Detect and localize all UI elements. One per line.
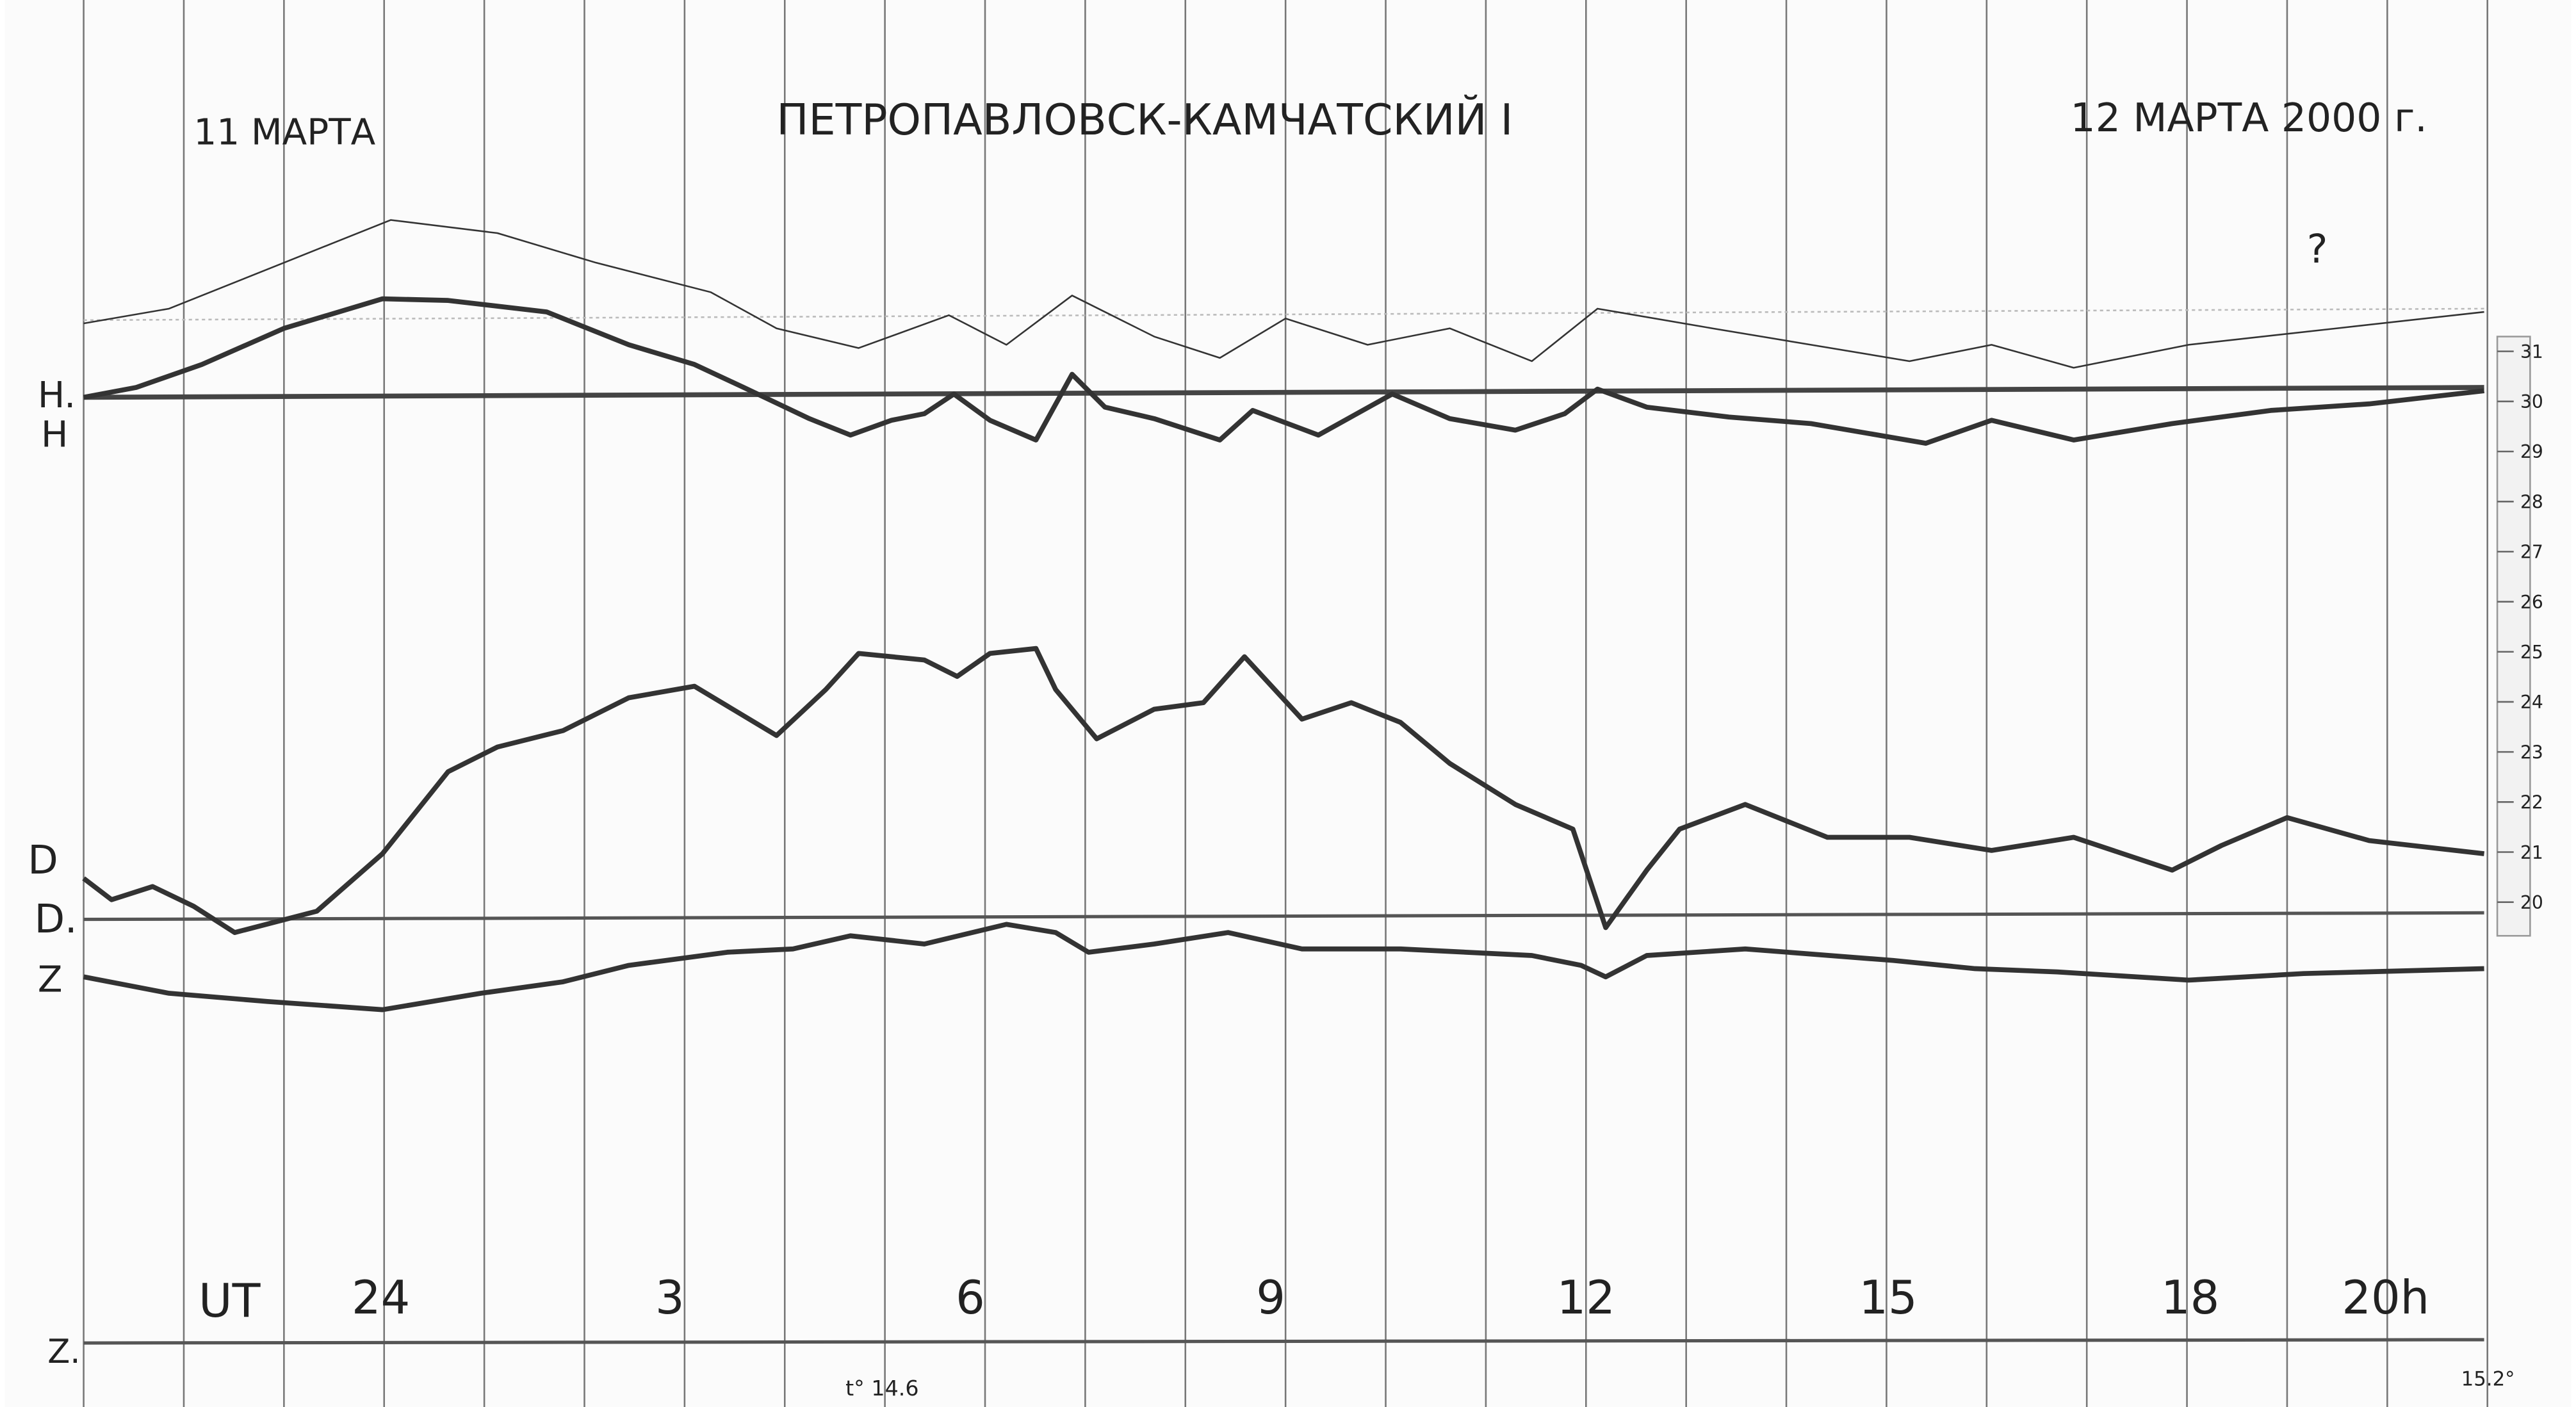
- scale-label: 25: [2520, 642, 2543, 663]
- scale-ruler: [2496, 336, 2531, 937]
- scale-label: 29: [2520, 441, 2543, 462]
- hour-labels: 24 3 6 9 12 15 18 20h: [352, 1271, 2429, 1324]
- hour-label: 9: [1256, 1271, 1285, 1324]
- hour-label: 12: [1557, 1271, 1615, 1324]
- hour-label: 6: [956, 1271, 985, 1324]
- hour-label: 15: [1859, 1271, 1917, 1324]
- h-baseline: [83, 385, 2484, 400]
- hour-label: 3: [655, 1271, 685, 1324]
- scale-label: 22: [2520, 792, 2543, 813]
- hour-label: 20h: [2342, 1271, 2429, 1324]
- d-baseline: [83, 911, 2484, 922]
- scale-label: 28: [2520, 491, 2543, 512]
- scale-label: 24: [2520, 692, 2543, 713]
- scale-label: 30: [2520, 391, 2543, 412]
- z-trace: [83, 922, 2484, 1013]
- d-trace: [82, 646, 2485, 935]
- note: ?: [2307, 226, 2328, 272]
- hour-label: 24: [352, 1271, 410, 1324]
- scale: 31 30 29 28 27 26 25 24 23 22 21 20: [2497, 341, 2543, 913]
- right-date: 12 МАРТА 2000 г.: [2071, 95, 2427, 141]
- scale-label: 23: [2520, 742, 2543, 763]
- end-temperature: 15.2°: [2461, 1368, 2515, 1391]
- hour-label: 18: [2161, 1271, 2219, 1324]
- hour-grid: [83, 0, 2488, 1407]
- h-upper-trace: [83, 219, 2484, 369]
- z-baseline: [83, 1338, 2484, 1345]
- left-date: 11 МАРТА: [193, 112, 375, 154]
- station-title: ПЕТРОПАВЛОВСК-КАМЧАТСКИЙ I: [776, 95, 1513, 145]
- scale-label: 31: [2520, 341, 2543, 362]
- scale-label: 20: [2520, 892, 2543, 913]
- scale-label: 27: [2520, 542, 2543, 563]
- z-base-label: Z.: [47, 1333, 80, 1371]
- d-base-label: D.: [35, 896, 77, 942]
- scale-label: 26: [2520, 592, 2543, 613]
- d-label: D: [28, 837, 58, 883]
- start-temperature: t° 14.6: [845, 1376, 918, 1401]
- h-label: H: [41, 414, 68, 455]
- h-base-label: H.: [38, 375, 76, 416]
- z-label: Z: [38, 959, 63, 1000]
- scale-label: 21: [2520, 842, 2543, 863]
- h-trace: [83, 296, 2485, 446]
- ut-label: UT: [199, 1274, 261, 1328]
